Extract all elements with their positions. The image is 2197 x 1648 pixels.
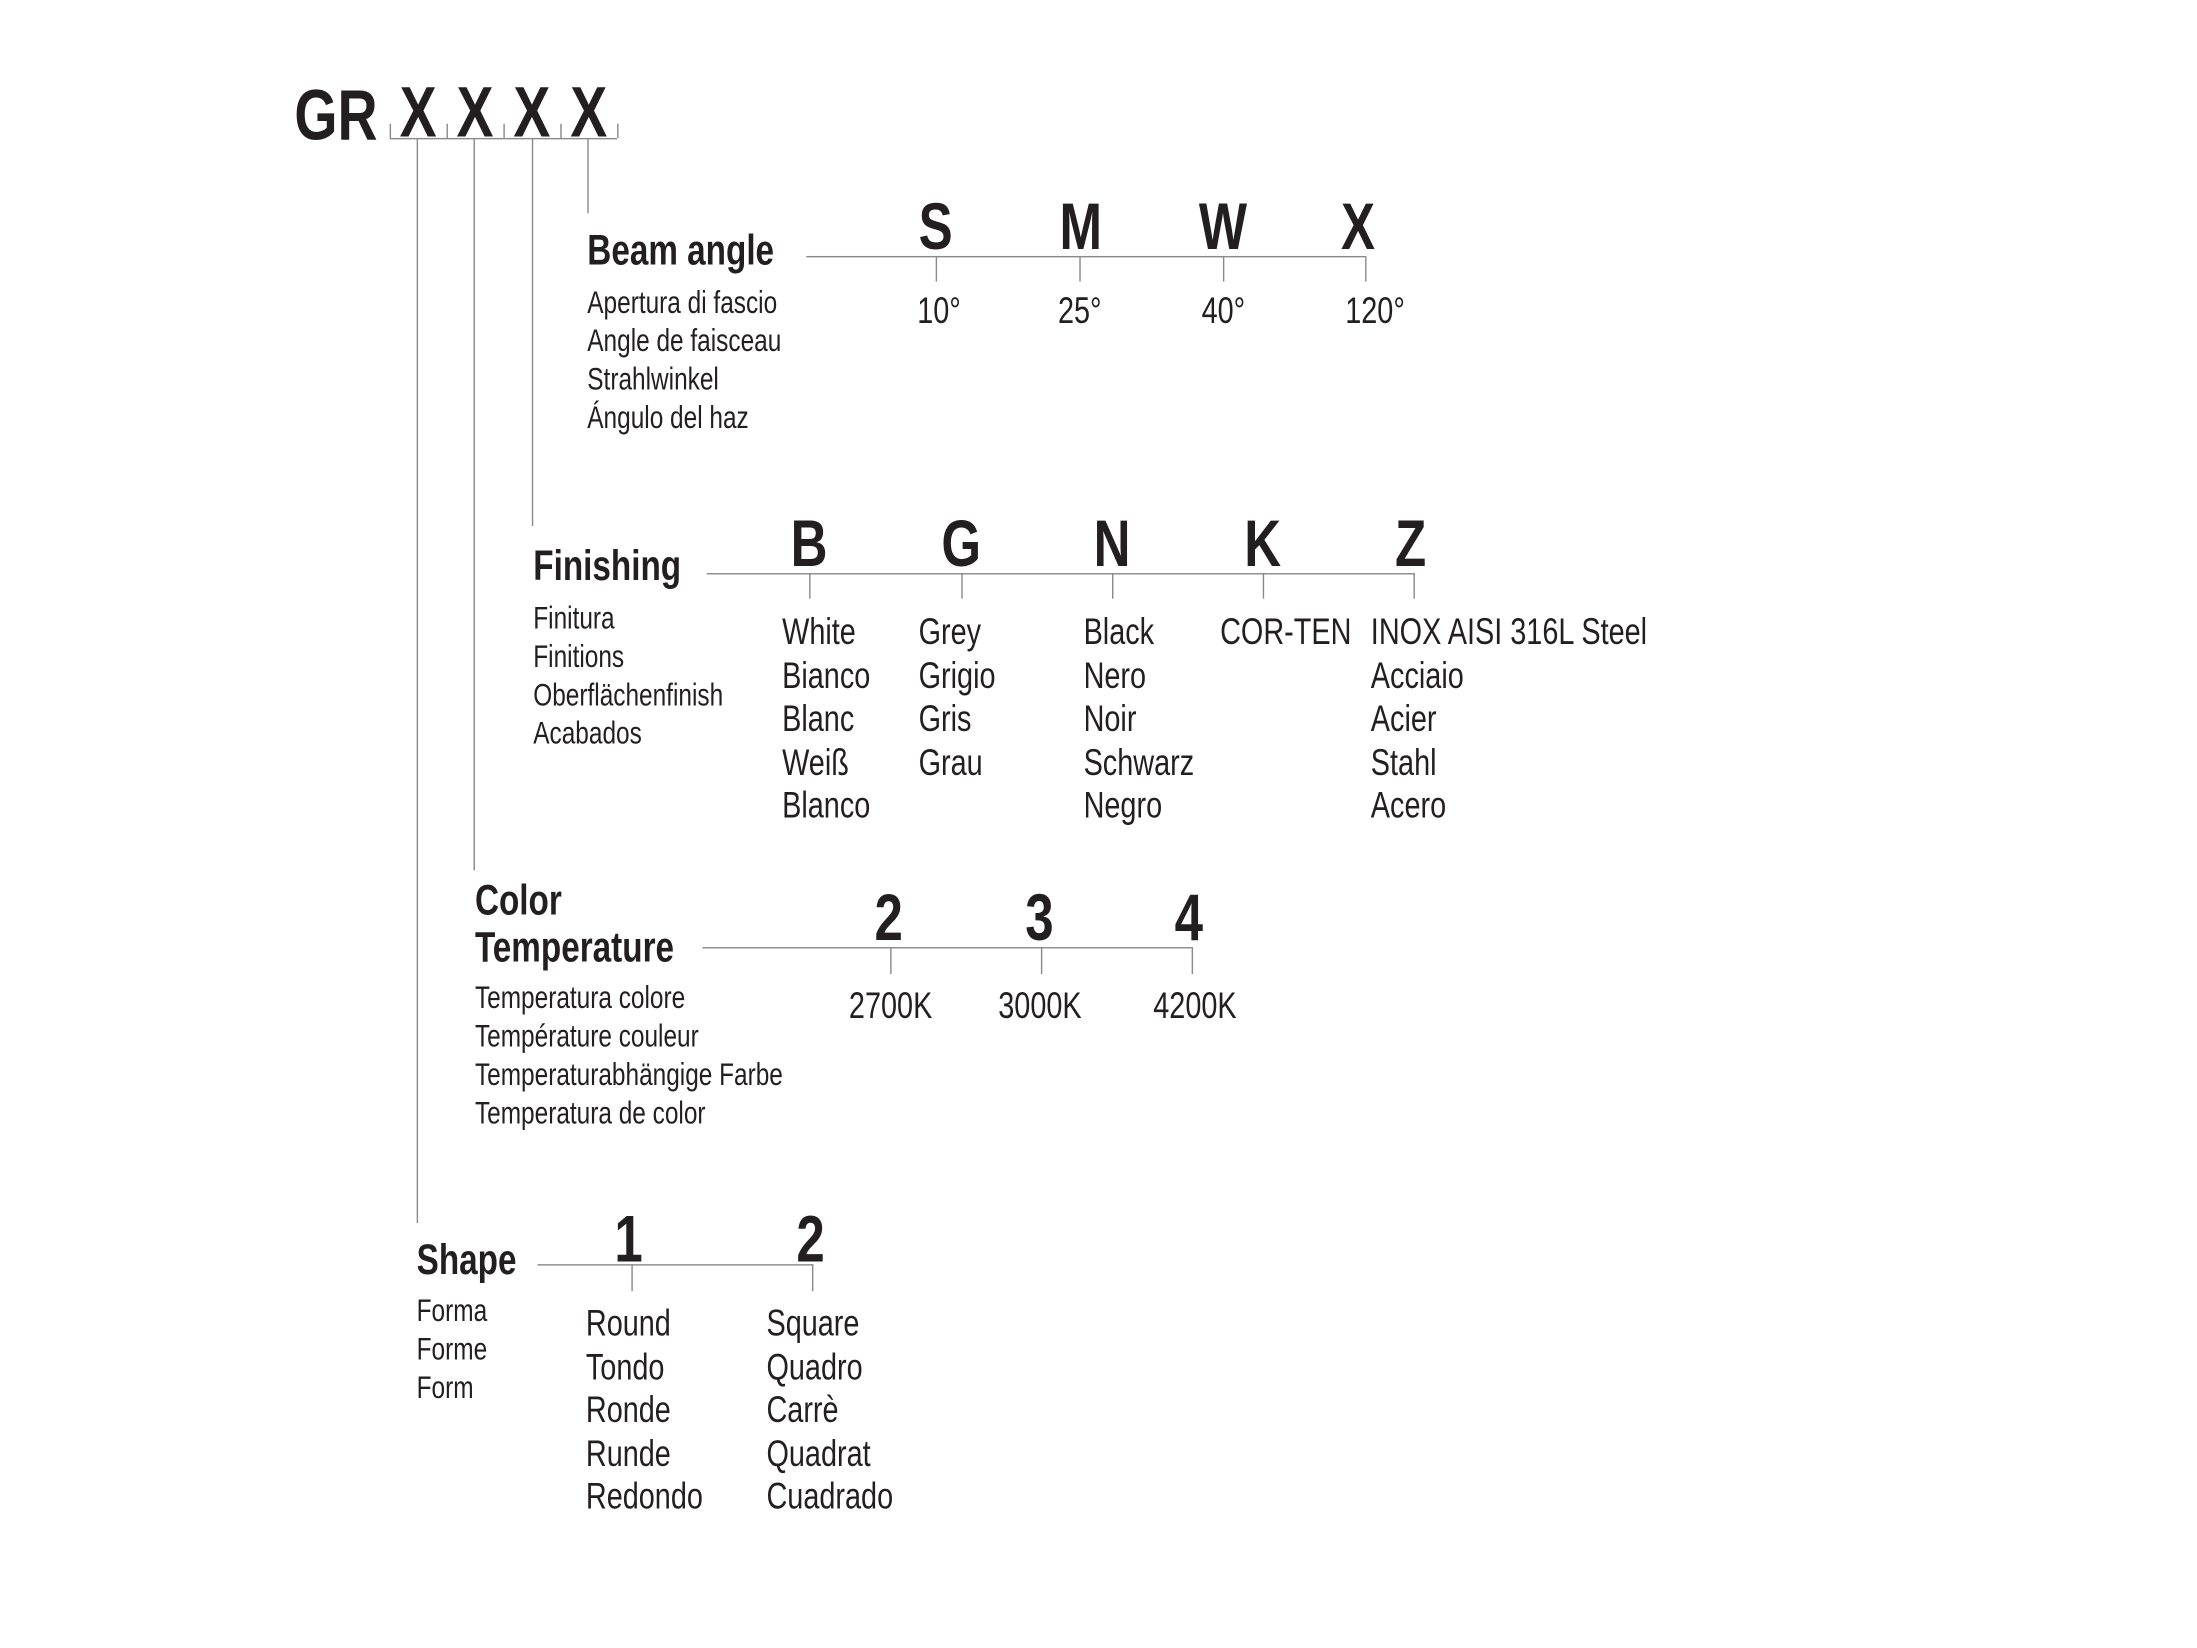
finishing-translations: Finitura Finitions Oberflächenfinish Aca… bbox=[533, 600, 724, 751]
code-slot-beam-angle: X bbox=[570, 72, 608, 153]
tick bbox=[811, 1264, 814, 1292]
tick bbox=[809, 573, 811, 599]
beam-code-s: S bbox=[918, 189, 953, 264]
code-bracket bbox=[389, 137, 618, 140]
tick bbox=[961, 573, 964, 599]
cct-value: 3000K bbox=[998, 984, 1082, 1027]
color-temperature-title-2: Temperature bbox=[474, 924, 675, 972]
color-temperature-title: Color bbox=[474, 877, 562, 925]
beam-code-w: W bbox=[1198, 189, 1248, 264]
beam-code-m: M bbox=[1059, 189, 1102, 264]
tick bbox=[631, 1264, 634, 1292]
finish-code-g: G bbox=[941, 506, 982, 581]
finish-code-n: N bbox=[1093, 506, 1131, 581]
beam-code-x: X bbox=[1340, 189, 1376, 264]
bracket-tick bbox=[503, 123, 506, 138]
bracket-tick bbox=[560, 123, 563, 138]
connector-beam-angle bbox=[587, 137, 590, 214]
beam-angle-title: Beam angle bbox=[587, 227, 775, 275]
beam-angle-line bbox=[806, 255, 1366, 258]
beam-value: 25° bbox=[1057, 288, 1102, 332]
connector-color-temperature bbox=[473, 137, 476, 871]
finish-values-inox: INOX AISI 316L Steel Acciaio Acier Stahl… bbox=[1370, 610, 1648, 827]
connector-shape bbox=[416, 137, 419, 1223]
shape-title: Shape bbox=[416, 1237, 517, 1285]
finish-values-white: White Bianco Blanc Weiß Blanco bbox=[782, 610, 871, 827]
tick bbox=[1079, 255, 1082, 282]
beam-value: 40° bbox=[1201, 288, 1246, 332]
cct-code-2: 2 bbox=[874, 880, 903, 955]
beam-value: 120° bbox=[1345, 288, 1405, 332]
code-slot-finishing: X bbox=[513, 72, 551, 153]
bracket-tick bbox=[617, 123, 619, 138]
finish-values-corten: COR-TEN bbox=[1220, 610, 1352, 653]
tick bbox=[1112, 573, 1114, 599]
tick bbox=[1262, 573, 1265, 599]
shape-code-1: 1 bbox=[614, 1201, 643, 1276]
shape-code-2: 2 bbox=[796, 1201, 825, 1276]
color-temperature-translations: Temperatura colore Température couleur T… bbox=[474, 979, 783, 1131]
code-prefix: GR bbox=[294, 75, 378, 155]
bracket-tick bbox=[389, 123, 392, 138]
finishing-line bbox=[706, 573, 1415, 575]
beam-value: 10° bbox=[917, 288, 961, 332]
finish-code-z: Z bbox=[1395, 506, 1427, 581]
cct-code-3: 3 bbox=[1025, 880, 1054, 955]
shape-translations: Forma Forme Form bbox=[416, 1292, 488, 1405]
shape-line bbox=[537, 1264, 814, 1267]
beam-angle-translations: Apertura di fascio Angle de faisceau Str… bbox=[587, 284, 782, 436]
cct-code-4: 4 bbox=[1174, 880, 1203, 955]
shape-values-square: Square Quadro Carrè Quadrat Cuadrado bbox=[766, 1301, 894, 1518]
cct-value: 4200K bbox=[1153, 984, 1237, 1027]
color-temperature-line bbox=[702, 947, 1192, 949]
tick bbox=[1365, 255, 1367, 282]
code-slot-color-temperature: X bbox=[456, 72, 494, 153]
finishing-title: Finishing bbox=[533, 543, 682, 591]
finish-values-black: Black Nero Noir Schwarz Negro bbox=[1083, 610, 1195, 827]
tick bbox=[1040, 947, 1043, 975]
tick bbox=[890, 947, 893, 975]
code-slot-shape: X bbox=[399, 72, 437, 153]
tick bbox=[1191, 947, 1194, 975]
finish-code-b: B bbox=[790, 506, 828, 581]
tick bbox=[935, 255, 938, 282]
cct-value: 2700K bbox=[848, 984, 933, 1027]
finish-code-k: K bbox=[1244, 506, 1282, 581]
finish-values-grey: Grey Grigio Gris Grau bbox=[918, 610, 996, 784]
shape-values-round: Round Tondo Ronde Runde Redondo bbox=[585, 1301, 703, 1518]
bracket-tick bbox=[446, 123, 449, 138]
tick bbox=[1413, 573, 1416, 599]
tick bbox=[1222, 255, 1225, 282]
connector-finishing bbox=[531, 137, 534, 527]
